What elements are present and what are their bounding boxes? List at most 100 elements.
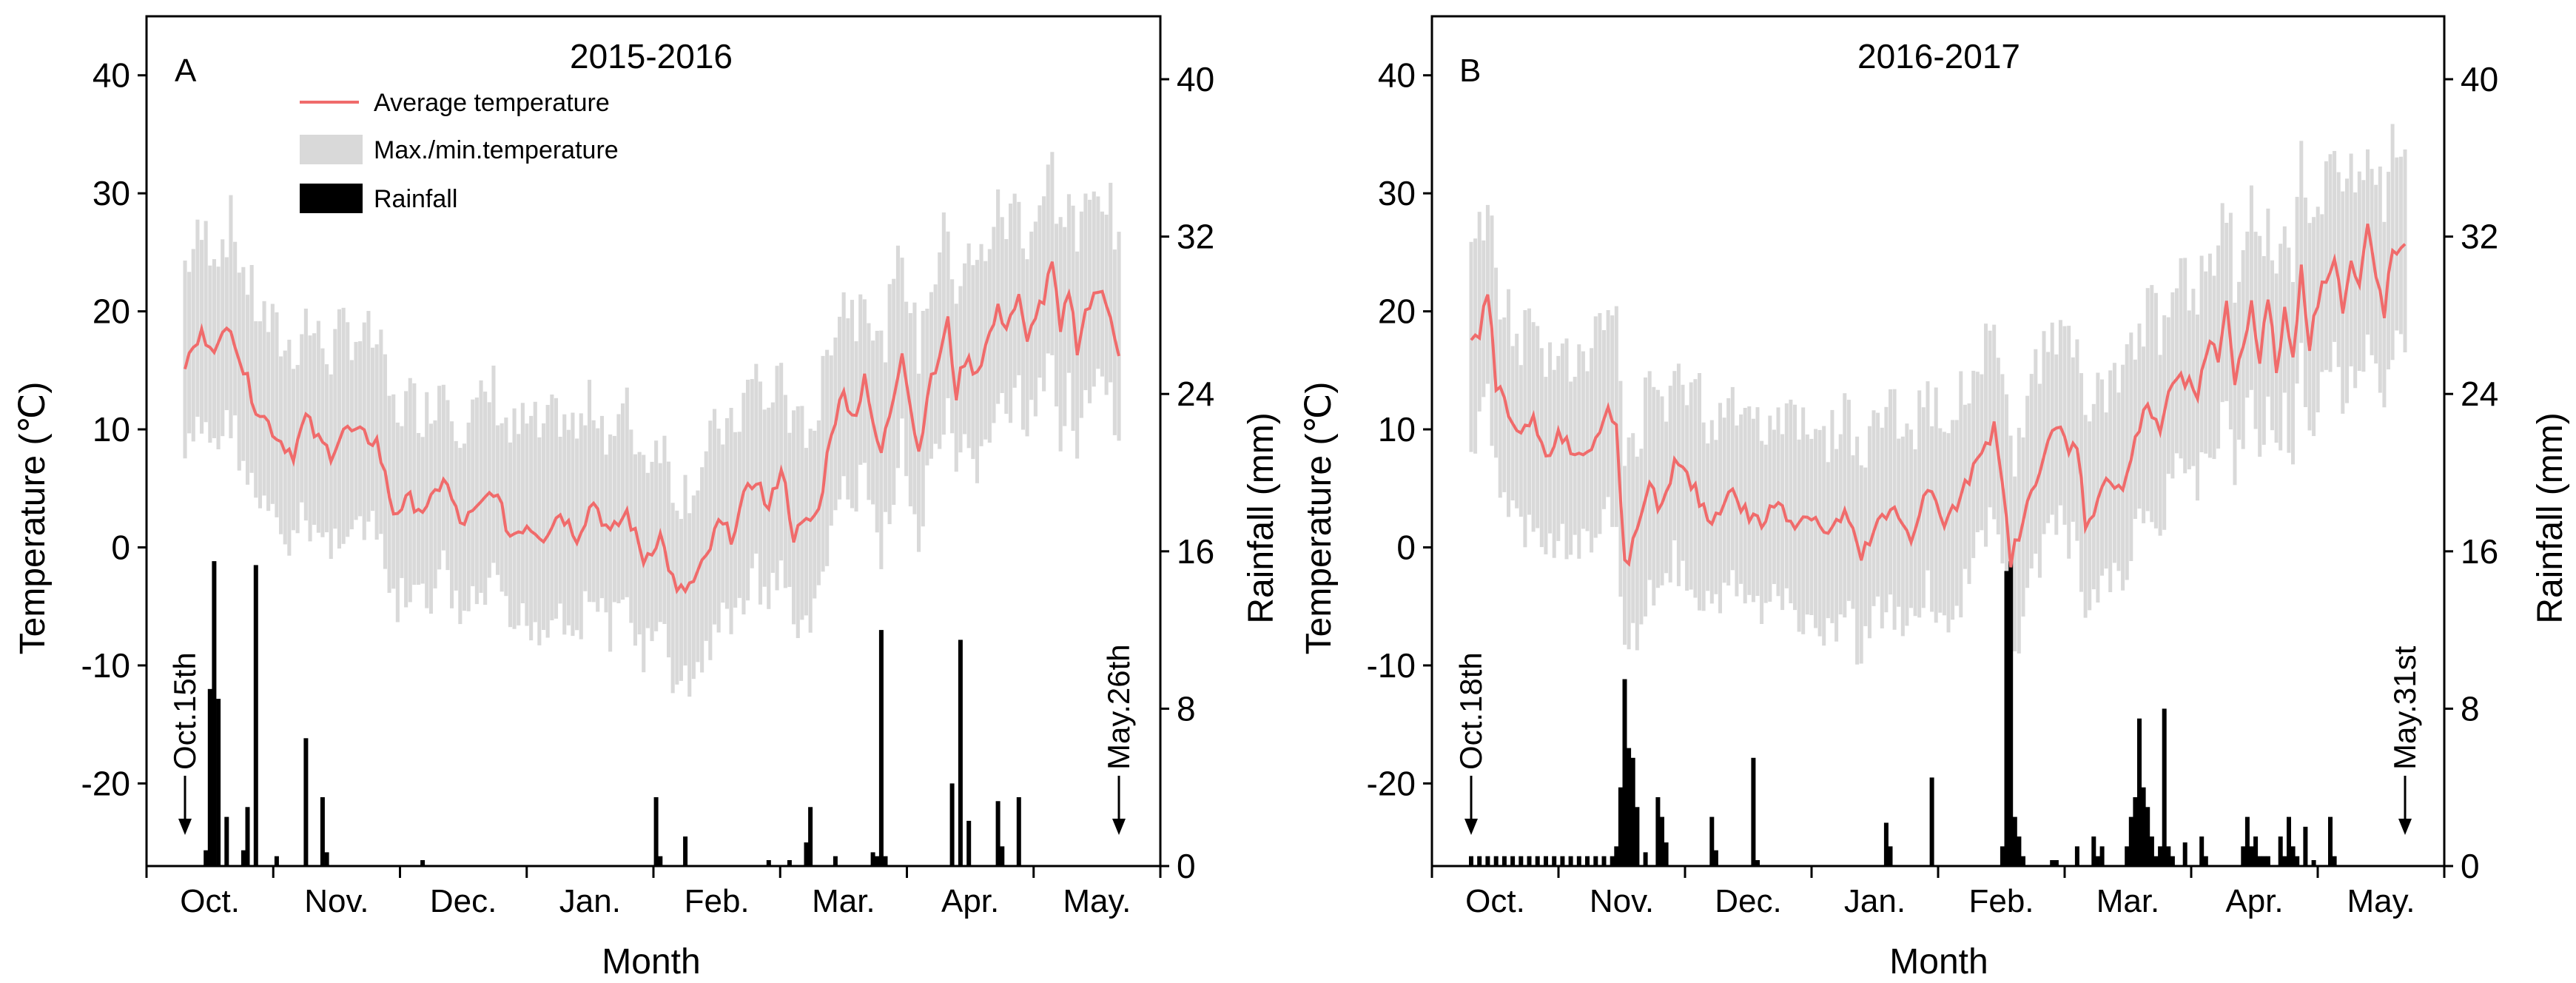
temp-range-bar <box>971 265 975 460</box>
rainfall-bar <box>420 860 426 866</box>
rainfall-bar <box>2054 860 2059 866</box>
temp-range-bar <box>841 292 846 477</box>
temp-range-bar <box>571 412 575 637</box>
temp-range-bar <box>658 463 662 623</box>
temp-range-bar <box>458 448 463 625</box>
temp-range-bar <box>579 413 583 640</box>
temp-range-bar <box>966 243 971 449</box>
temp-range-bar <box>1519 365 1523 517</box>
temp-range-bar <box>1826 462 1830 619</box>
rainfall-bar <box>253 565 258 866</box>
y-tick-label-left: 0 <box>1396 529 1416 567</box>
temp-range-bar <box>1631 433 1635 623</box>
temp-range-bar <box>479 380 483 593</box>
rainfall-bar <box>274 856 279 866</box>
rainfall-bar <box>2008 561 2014 866</box>
rainfall-bar <box>766 860 771 866</box>
y-tick-label-right: 32 <box>1177 218 1214 256</box>
temp-range-bar <box>1556 355 1561 541</box>
temp-range-bar <box>520 403 525 603</box>
rainfall-bar <box>1601 856 1607 866</box>
temp-range-bar <box>2324 161 2328 370</box>
temp-range-bar <box>183 261 187 459</box>
annotations: Oct.15th May.26th <box>167 644 1136 835</box>
temp-range-bar <box>1477 212 1482 412</box>
chart-title: 2016-2017 <box>1857 37 2020 76</box>
temp-range-bar <box>1709 420 1714 604</box>
temp-range-bar <box>1046 164 1050 354</box>
x-tick-label: Apr. <box>2225 883 2283 919</box>
rainfall-bar <box>2021 856 2025 866</box>
rainfall-bar <box>2091 836 2096 866</box>
temp-range-bar <box>450 421 454 608</box>
rainfall-bar <box>966 820 972 866</box>
temp-range-bar <box>1502 317 1507 492</box>
temp-range-bar <box>354 341 358 520</box>
rainfall-bar <box>1664 842 1669 866</box>
temp-range-bar <box>2145 288 2150 511</box>
temp-range-bar <box>921 311 925 527</box>
temp-range-bar <box>1905 423 1909 626</box>
rainfall-bar <box>2004 571 2009 866</box>
temp-range-bar <box>408 378 412 603</box>
temp-range-bar <box>1672 371 1677 540</box>
y-tick-label-right: 8 <box>2461 689 2480 728</box>
temp-range-bar <box>1647 371 1652 580</box>
temp-range-bar <box>1494 267 1499 458</box>
temp-range-bar <box>1884 406 1889 613</box>
temp-range-bar <box>1038 205 1042 378</box>
rainfall-bar <box>1660 816 1664 866</box>
temp-range-bar <box>741 392 746 615</box>
y-tick-label-left: 40 <box>1378 56 1416 95</box>
axis-ticks: 40 30 20 10 0 -10 -20 40 32 24 16 8 0 Oct. Nov. Dec. Jan… <box>1367 56 2499 919</box>
temp-range-bar <box>979 244 983 446</box>
temp-range-bar <box>428 423 433 614</box>
temp-range-bar <box>537 437 542 645</box>
temp-range-bar <box>2353 192 2358 389</box>
rainfall-bar <box>1630 757 1635 866</box>
y-tick-label-right: 0 <box>2461 847 2480 885</box>
temp-range-bar <box>875 330 879 533</box>
temp-range-bar <box>1536 326 1540 529</box>
temp-range-bar <box>2042 331 2046 534</box>
temp-range-bar <box>545 405 550 638</box>
temp-range-bar <box>412 383 417 585</box>
rainfall-bar <box>2249 846 2254 866</box>
rainfall-bar <box>1622 679 1627 866</box>
temp-range-bar <box>195 219 200 417</box>
temp-range-bar <box>275 312 279 517</box>
temp-range-bar <box>1830 409 1835 623</box>
temp-range-bar <box>249 265 254 473</box>
temp-range-bar <box>233 241 238 416</box>
temp-range-bar <box>2357 171 2361 371</box>
temp-range-bar <box>2191 289 2196 466</box>
temp-range-bar <box>700 467 704 673</box>
annotation-arrow-head <box>1464 819 1478 835</box>
temp-range-bar <box>1822 426 1826 646</box>
temp-range-bar <box>1676 363 1681 586</box>
y-tick-label-left: 20 <box>93 292 130 331</box>
temp-range-bar <box>1548 342 1552 534</box>
temp-range-bar <box>591 420 596 603</box>
y-tick-label-left: 10 <box>1378 410 1416 449</box>
temp-range-bar <box>1066 194 1071 373</box>
date-annotation-label: May.31st <box>2387 645 2422 770</box>
temp-range-bar <box>1092 191 1096 387</box>
temp-range-bar <box>566 429 571 625</box>
rainfall-bar <box>2265 856 2270 866</box>
temp-range-bar <box>1967 403 1971 584</box>
temp-range-bar <box>2075 339 2079 541</box>
temp-range-bar <box>1784 403 1789 588</box>
rainfall-bar <box>2158 846 2163 866</box>
temp-range-bar <box>229 195 233 439</box>
temp-range-bar <box>1569 381 1573 555</box>
temp-range-bar <box>1635 456 1639 651</box>
temp-range-bar <box>2395 157 2399 331</box>
rainfall-bar <box>1568 856 1573 866</box>
temp-range-bar <box>1564 338 1569 560</box>
temp-range-bar <box>346 322 350 537</box>
temp-range-bar <box>1058 217 1063 452</box>
temp-range-bar <box>704 451 708 641</box>
rainfall-bar <box>1593 856 1598 866</box>
